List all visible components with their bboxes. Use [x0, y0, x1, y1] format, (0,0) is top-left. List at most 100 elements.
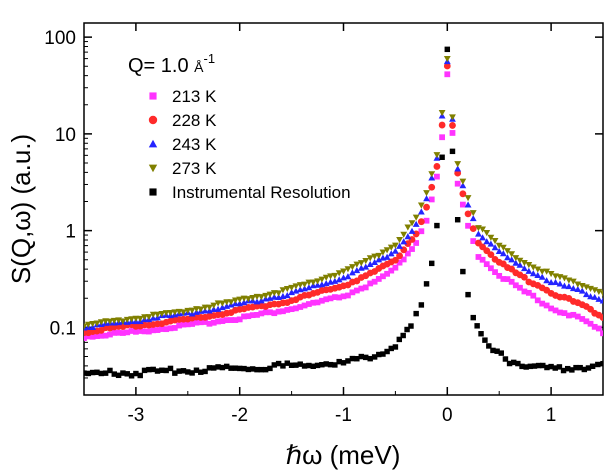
data-point — [102, 370, 109, 376]
data-point — [119, 318, 127, 325]
data-point — [392, 247, 399, 254]
data-point — [595, 295, 603, 302]
data-point — [93, 320, 101, 327]
data-point — [530, 292, 537, 299]
data-point — [214, 305, 222, 312]
data-point — [323, 361, 329, 367]
data-point — [561, 282, 568, 289]
data-point — [309, 279, 317, 286]
legend-label: 228 K — [172, 111, 217, 130]
data-point — [469, 225, 477, 232]
data-point — [146, 366, 152, 373]
data-point — [400, 231, 408, 238]
legend-label: 243 K — [172, 135, 217, 154]
data-point — [345, 358, 351, 364]
data-point — [557, 309, 563, 316]
data-point — [412, 220, 420, 227]
data-point — [494, 348, 500, 354]
data-point — [383, 247, 391, 254]
data-point — [293, 305, 299, 312]
data-point — [454, 217, 461, 223]
data-point — [137, 372, 143, 379]
data-point — [521, 264, 528, 272]
data-point — [219, 300, 226, 307]
data-point — [231, 297, 239, 304]
data-point — [267, 309, 273, 316]
data-point — [94, 333, 100, 339]
data-point — [349, 289, 356, 296]
data-point — [527, 363, 534, 370]
data-point — [591, 293, 599, 300]
plot-frame — [83, 22, 604, 396]
data-point — [408, 220, 416, 227]
data-point — [245, 313, 252, 320]
data-point — [85, 333, 92, 340]
data-point — [322, 274, 330, 281]
data-point — [133, 328, 139, 335]
series-273-k — [84, 55, 603, 330]
data-point — [474, 323, 480, 329]
x-tick-label: -2 — [231, 405, 248, 426]
data-point — [508, 251, 516, 258]
data-point — [519, 363, 525, 370]
data-point — [486, 343, 492, 349]
data-point — [523, 364, 529, 370]
data-point — [491, 238, 499, 245]
data-point — [171, 309, 179, 316]
data-point — [408, 227, 416, 234]
data-point — [340, 293, 347, 300]
data-point — [314, 278, 321, 285]
data-point — [215, 364, 221, 370]
y-tick-label: 1 — [65, 222, 76, 243]
data-point — [305, 284, 313, 291]
data-point — [439, 134, 445, 141]
data-point — [464, 210, 472, 218]
data-point — [180, 321, 187, 328]
data-point — [362, 284, 369, 291]
data-point — [344, 273, 352, 280]
x-tick-label: 0 — [442, 405, 453, 426]
data-point — [154, 368, 161, 374]
data-point — [297, 361, 303, 367]
legend-label: 273 K — [172, 159, 217, 178]
data-point — [318, 276, 326, 283]
data-point — [582, 284, 590, 291]
data-point — [499, 250, 507, 257]
data-point — [539, 300, 546, 307]
data-point — [154, 311, 161, 318]
data-point — [275, 308, 282, 315]
data-point — [392, 264, 399, 271]
data-point — [508, 278, 515, 285]
data-point — [206, 304, 213, 311]
data-point — [271, 310, 278, 317]
data-point — [270, 293, 278, 300]
data-point — [189, 321, 196, 327]
data-point — [560, 367, 567, 374]
data-point — [358, 353, 365, 360]
data-point — [400, 256, 407, 263]
x-tick-label: -1 — [335, 405, 352, 426]
data-point — [280, 308, 286, 315]
data-point — [504, 248, 511, 255]
data-point — [210, 305, 218, 313]
data-point — [358, 285, 365, 292]
data-point — [492, 269, 498, 276]
legend-marker — [148, 139, 158, 148]
data-point — [469, 210, 477, 217]
data-point — [589, 363, 596, 369]
data-point — [454, 165, 462, 172]
data-point — [162, 310, 170, 317]
data-point — [600, 360, 603, 367]
data-point — [470, 314, 476, 321]
data-point — [371, 258, 379, 266]
data-point — [318, 297, 325, 304]
data-point — [167, 310, 174, 317]
data-point — [544, 364, 550, 371]
data-point — [459, 178, 467, 185]
data-point — [198, 369, 204, 375]
data-point — [487, 234, 495, 241]
q-annotation-prefix: Q= 1.0 — [128, 55, 194, 77]
data-point — [97, 319, 105, 326]
data-point — [547, 271, 555, 278]
